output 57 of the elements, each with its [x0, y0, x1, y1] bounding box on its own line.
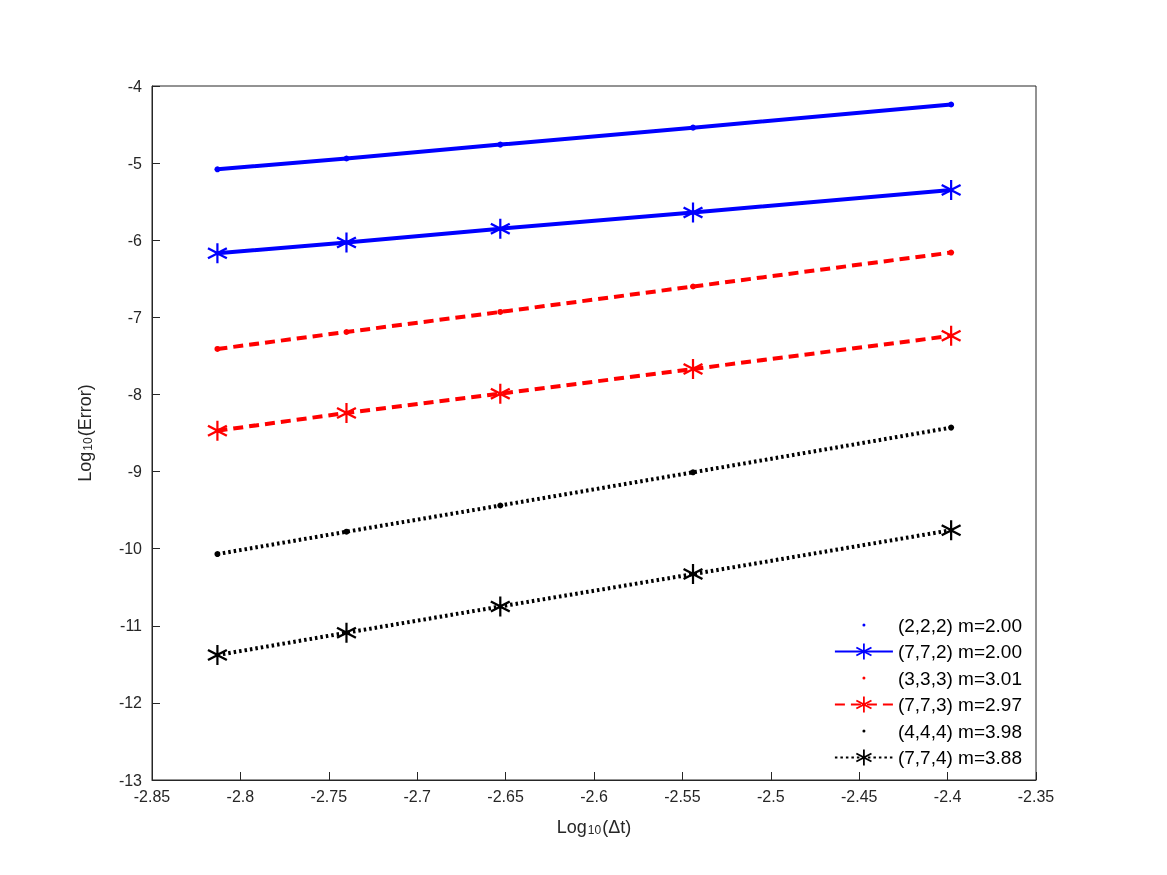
- y-tick-label: -9: [127, 463, 143, 481]
- point: [336, 622, 357, 643]
- point: [207, 243, 228, 264]
- point: [336, 402, 357, 423]
- point: [683, 359, 704, 379]
- y-axis-title: Log10(Error): [75, 384, 95, 482]
- legend-label: (4,4,4) m=3.98: [897, 720, 1022, 742]
- legend-label: (7,7,2) m=2.00: [897, 641, 1022, 662]
- point: [941, 325, 962, 346]
- y-tick-label: -6: [127, 231, 143, 249]
- point: [497, 141, 504, 148]
- legend-label: (2,2,2) m=2.00: [897, 614, 1022, 636]
- point: [207, 420, 228, 441]
- x-tick-label: -2.75: [310, 787, 348, 805]
- point: [214, 551, 221, 558]
- y-tick-label: -4: [127, 77, 143, 95]
- point: [948, 101, 955, 108]
- point: [941, 520, 962, 541]
- point: [336, 232, 357, 253]
- legend-label: (7,7,4) m=3.88: [897, 747, 1022, 768]
- y-tick-label: -7: [127, 308, 143, 326]
- point: [683, 564, 704, 585]
- x-tick-label: -2.5: [757, 787, 785, 805]
- point: [490, 383, 511, 404]
- point: [214, 166, 221, 173]
- point: [690, 283, 697, 290]
- point: [490, 596, 511, 617]
- legend-label: (7,7,3) m=2.97: [897, 694, 1022, 715]
- x-tick-label: -2.7: [403, 787, 432, 805]
- point: [497, 308, 504, 315]
- y-tick-label: -12: [118, 694, 143, 712]
- x-tick-label: -2.45: [840, 787, 878, 805]
- point: [207, 645, 228, 666]
- y-tick-label: -5: [127, 154, 143, 172]
- point: [214, 345, 221, 352]
- x-axis-title: Log10(Δt): [556, 817, 632, 837]
- point: [948, 249, 955, 256]
- x-tick-label: -2.35: [1017, 787, 1055, 805]
- x-tick-label: -2.55: [664, 787, 701, 805]
- point: [683, 202, 704, 223]
- legend-label: (3,3,3) m=3.01: [897, 667, 1022, 689]
- point: [690, 124, 697, 131]
- point: [343, 155, 350, 162]
- point: [343, 328, 350, 335]
- point: [941, 180, 962, 201]
- x-tick-label: -2.65: [487, 787, 524, 805]
- point: [690, 469, 697, 476]
- x-tick-label: -2.4: [933, 787, 962, 805]
- x-tick-label: -2.85: [133, 787, 171, 805]
- y-tick-label: -13: [118, 771, 143, 789]
- point: [948, 424, 955, 431]
- y-tick-label: -11: [120, 617, 143, 635]
- x-tick-label: -2.8: [226, 787, 255, 805]
- x-tick-label: -2.6: [580, 787, 608, 805]
- y-tick-label: -10: [118, 540, 143, 558]
- y-tick-label: -8: [127, 385, 143, 403]
- point: [490, 218, 511, 239]
